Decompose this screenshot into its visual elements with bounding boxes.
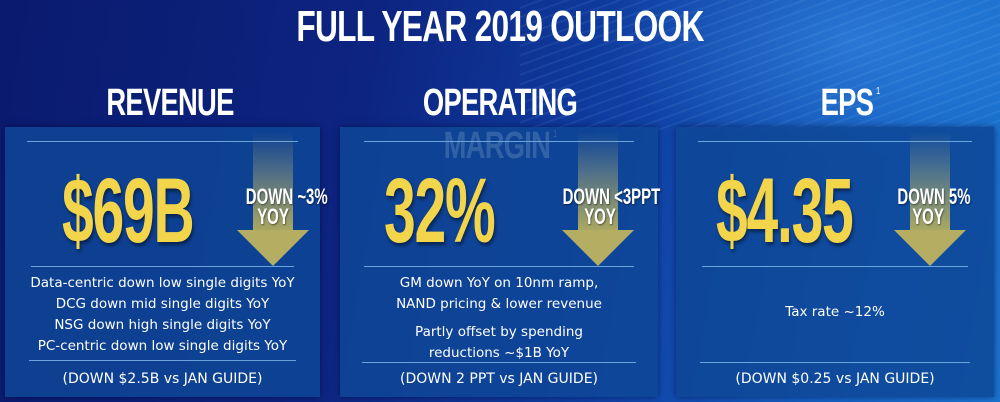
detail-line: reductions ~$1B YoY — [428, 345, 570, 361]
detail-line: GM down YoY on 10nm ramp, — [399, 275, 599, 291]
eps-guide-note: (DOWN $0.25 vs JAN GUIDE) — [735, 371, 935, 387]
divider — [700, 362, 970, 363]
change-line: YOY — [584, 204, 616, 229]
down-arrow-icon — [237, 132, 309, 266]
revenue-change: DOWN ~3% YOY — [245, 184, 328, 229]
detail-line: Partly offset by spending — [415, 324, 583, 340]
operating-margin-guide-note: (DOWN 2 PPT vs JAN GUIDE) — [400, 371, 598, 387]
divider — [364, 141, 634, 142]
eps-details: Tax rate ~12% — [676, 302, 994, 323]
change-line: DOWN <3PPT — [562, 184, 661, 209]
change-line: YOY — [257, 204, 289, 229]
heading-revenue-text: REVENUE — [106, 82, 234, 124]
divider — [31, 266, 294, 267]
footnote-marker: 1 — [876, 86, 880, 97]
eps-change: DOWN 5% YOY — [897, 184, 971, 229]
divider — [362, 362, 636, 363]
panel-revenue: $69B DOWN ~3% YOY Data-centric down low … — [5, 127, 328, 397]
panel-eps: $4.35 DOWN 5% YOY Tax rate ~12% (DOWN $0… — [676, 127, 994, 397]
revenue-details: Data-centric down low single digits YoY … — [5, 273, 320, 357]
panel-operating-margin: 32% DOWN <3PPT YOY GM down YoY on 10nm r… — [340, 127, 661, 397]
operating-margin-value: 32% — [384, 160, 496, 262]
detail-line: NAND pricing & lower revenue — [396, 296, 602, 312]
heading-eps: EPS 1 — [756, 82, 943, 125]
divider — [702, 266, 968, 267]
operating-margin-change: DOWN <3PPT YOY — [562, 184, 661, 229]
down-arrow-icon — [894, 132, 966, 266]
divider — [698, 141, 972, 142]
change-line: DOWN 5% — [897, 184, 971, 209]
heading-eps-text: EPS — [820, 82, 874, 124]
detail-line: PC-centric down low single digits YoY — [37, 338, 288, 354]
detail-line: NSG down high single digits YoY — [54, 317, 271, 333]
operating-margin-details: GM down YoY on 10nm ramp, NAND pricing &… — [340, 273, 658, 364]
divider — [364, 266, 634, 267]
divider — [29, 360, 296, 361]
slide-title: FULL YEAR 2019 OUTLOOK — [296, 2, 704, 51]
detail-line: DCG down mid single digits YoY — [55, 296, 270, 312]
divider — [27, 141, 298, 142]
eps-value: $4.35 — [716, 160, 854, 262]
change-line: YOY — [912, 204, 944, 229]
revenue-value: $69B — [62, 160, 195, 262]
detail-line: Tax rate ~12% — [785, 304, 885, 320]
revenue-guide-note: (DOWN $2.5B vs JAN GUIDE) — [62, 371, 263, 387]
change-line: DOWN ~3% — [245, 184, 328, 209]
down-arrow-icon — [562, 132, 634, 266]
heading-revenue: REVENUE — [76, 82, 263, 125]
detail-line: Data-centric down low single digits YoY — [30, 275, 295, 291]
